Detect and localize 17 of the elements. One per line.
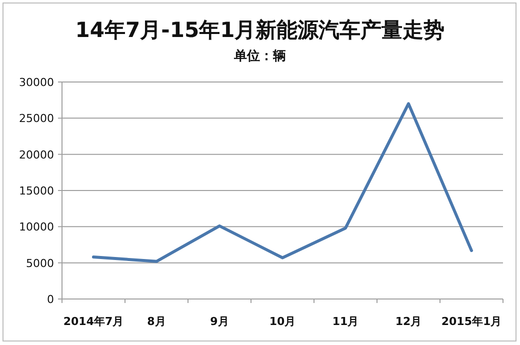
y-tick-label: 0	[47, 293, 54, 306]
chart-title: 14年7月-15年1月新能源汽车产量走势	[75, 18, 445, 42]
y-tick-label: 30000	[19, 76, 54, 89]
y-tick-label: 15000	[19, 184, 54, 198]
x-tick-label: 2015年1月	[441, 315, 502, 328]
x-tick-label: 12月	[395, 315, 422, 328]
y-tick-label: 25000	[19, 112, 54, 126]
x-tick-label: 9月	[210, 315, 229, 328]
line-series	[92, 102, 473, 263]
x-tick-label: 10月	[269, 315, 296, 328]
y-tick-label: 20000	[19, 148, 54, 162]
x-tick-label: 11月	[332, 315, 359, 328]
y-tick-label: 5000	[26, 256, 54, 270]
chart-subtitle: 单位：辆	[233, 48, 286, 64]
x-tick-label: 2014年7月	[63, 315, 124, 328]
x-tick-label: 8月	[147, 315, 166, 328]
y-tick-label: 10000	[19, 220, 54, 234]
